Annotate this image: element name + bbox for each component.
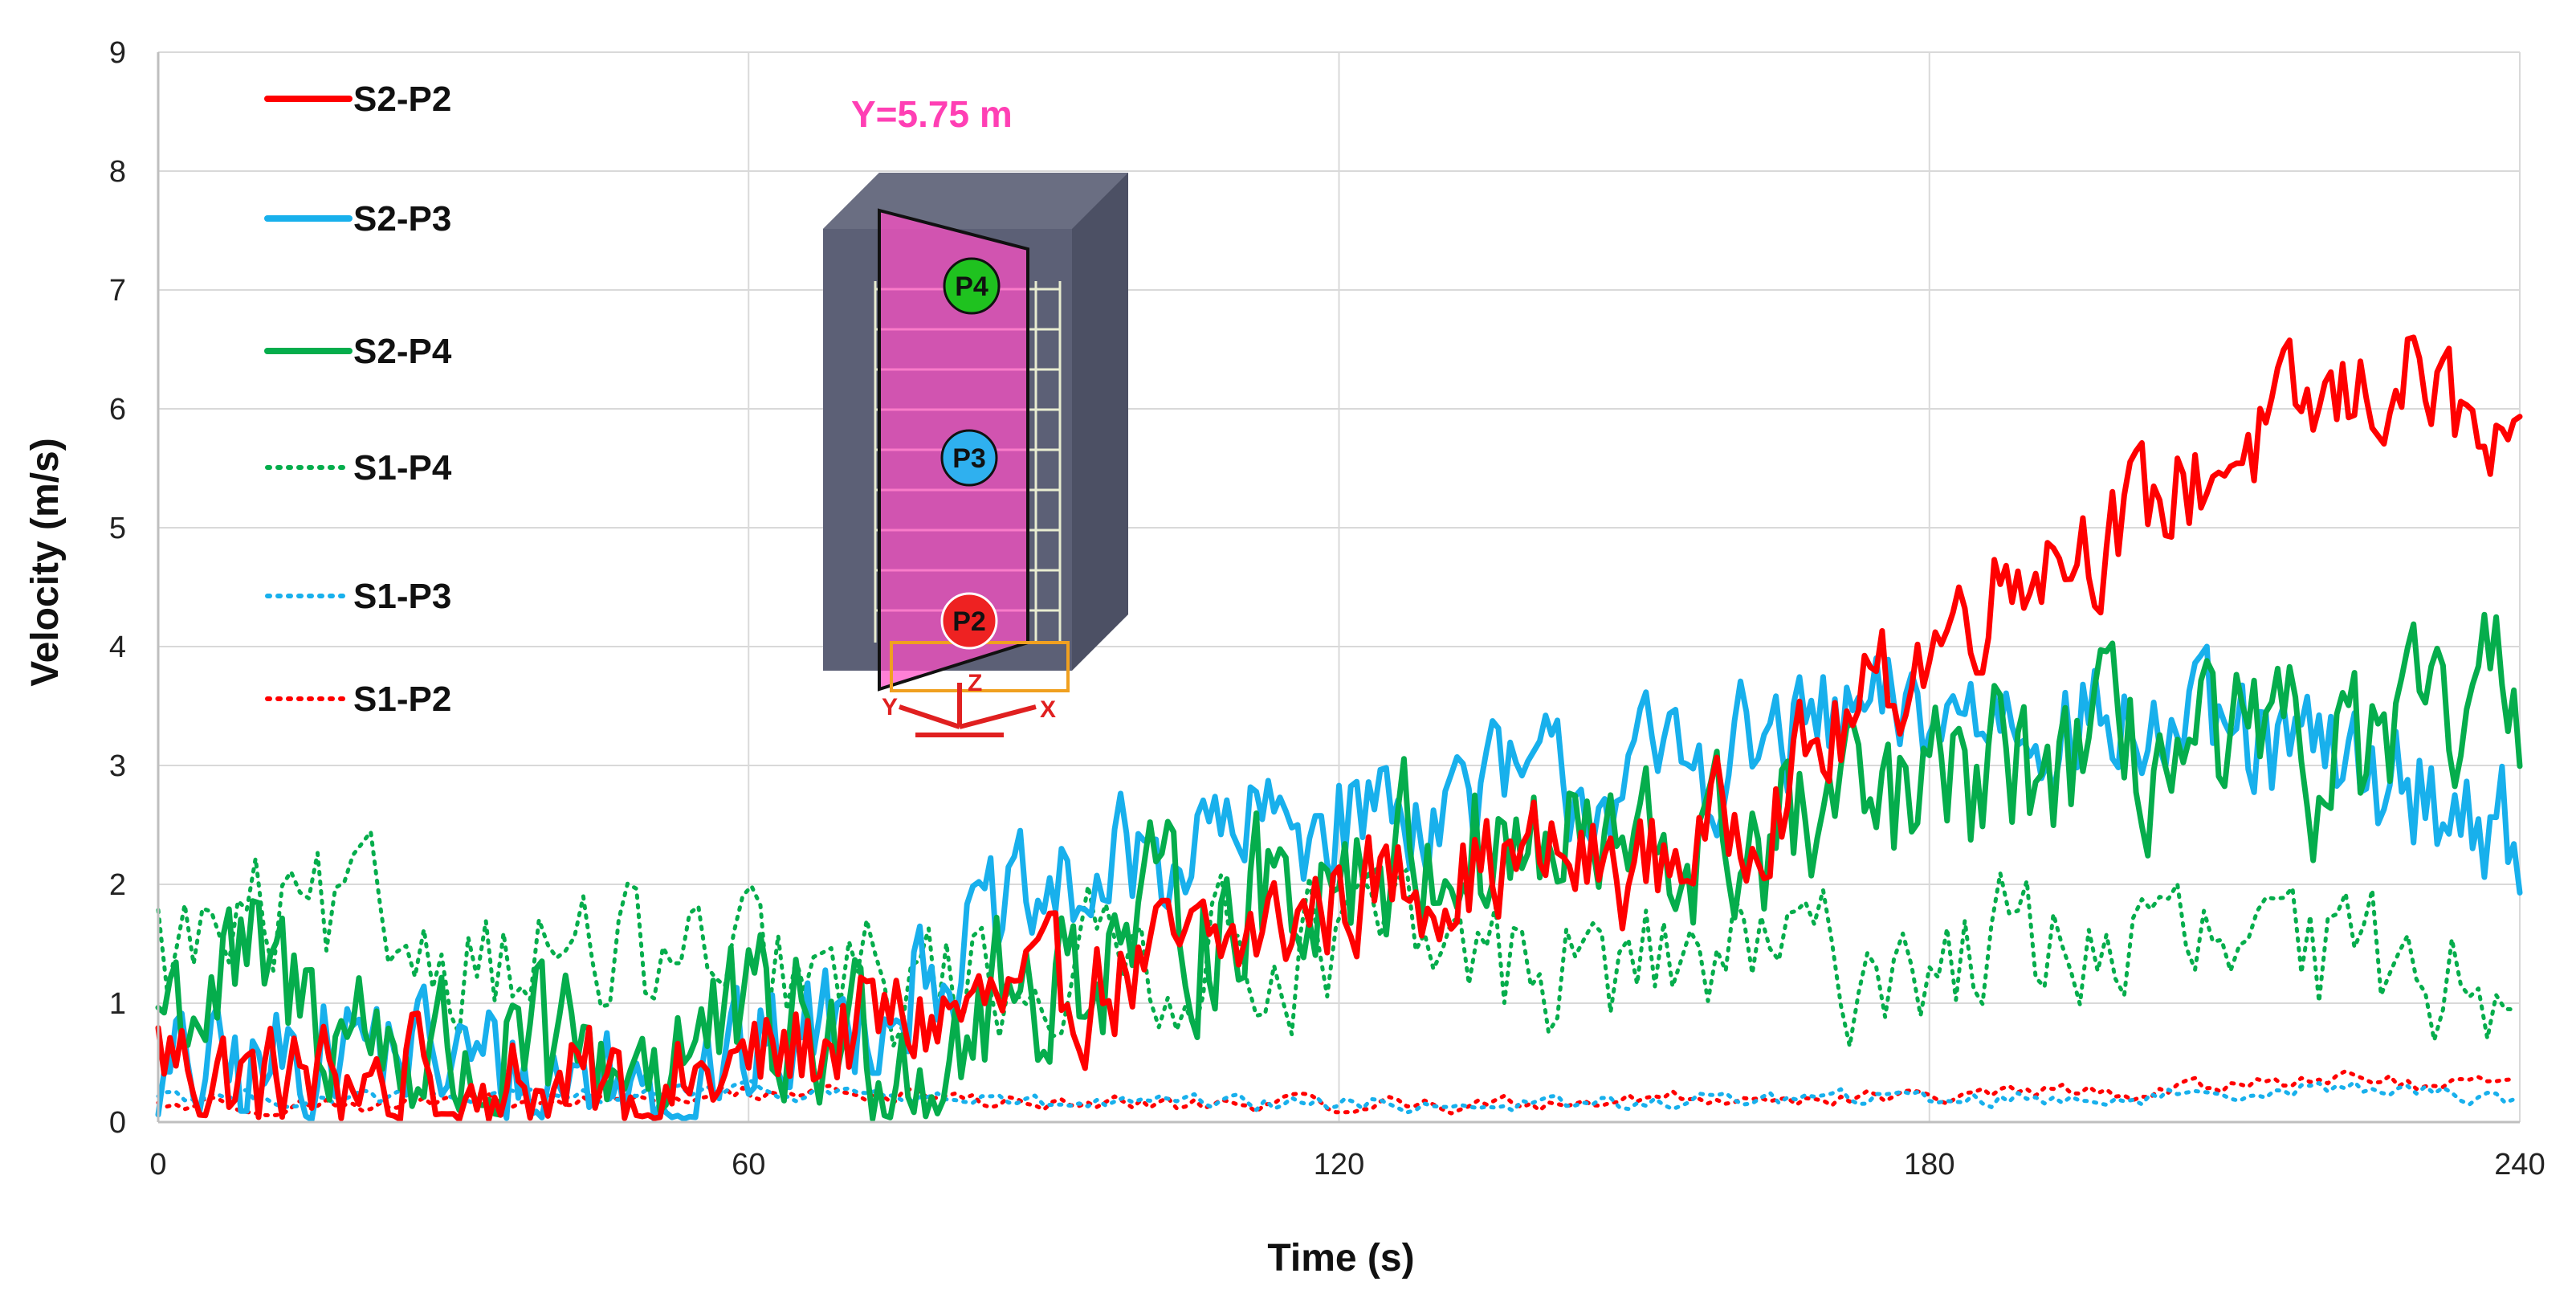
legend: S2-P2 S2-P3 S2-P4 S1-P4 S1-P3 S1-P2 <box>264 80 452 719</box>
inset-axis-z-label: Z <box>968 670 982 696</box>
x-tick-label-0: 0 <box>149 1148 166 1182</box>
legend-label-s2-p3: S2-P3 <box>353 199 451 239</box>
legend-label-s2-p4: S2-P4 <box>353 332 452 371</box>
plane-annotation: Y=5.75 m <box>851 93 1013 135</box>
legend-label-s2-p2: S2-P2 <box>353 80 451 119</box>
legend-label-s1-p4: S1-P4 <box>353 448 452 488</box>
series-layer <box>155 334 2523 1123</box>
axes: 0 1 2 3 4 5 6 7 8 9 0 60 120 180 240 <box>109 36 2545 1182</box>
inset-axis-y-label: Y <box>882 694 898 720</box>
marker-p3-icon <box>940 429 998 487</box>
marker-p4-icon <box>943 257 1001 315</box>
legend-label-s1-p3: S1-P3 <box>353 577 451 616</box>
marker-p3-label: P3 <box>952 443 986 474</box>
building-model-inset: P4 P3 P2 Y Z X <box>823 173 1128 737</box>
y-tick-label-4: 4 <box>109 631 126 664</box>
x-tick-label-240: 240 <box>2494 1148 2545 1182</box>
y-tick-label-7: 7 <box>109 274 126 308</box>
y-tick-label-8: 8 <box>109 155 126 189</box>
x-tick-label-60: 60 <box>732 1148 765 1182</box>
y-tick-label-2: 2 <box>109 868 126 902</box>
y-tick-label-1: 1 <box>109 987 126 1021</box>
x-tick-label-120: 120 <box>1314 1148 1364 1182</box>
inset-axis-x-label: X <box>1040 696 1056 723</box>
inset-axes-icon <box>899 683 1037 737</box>
x-axis-title: Time (s) <box>1267 1237 1414 1280</box>
y-tick-label-6: 6 <box>109 393 126 427</box>
series-line-s2-p2 <box>155 334 2523 1123</box>
marker-p2-icon <box>940 592 998 650</box>
x-tick-label-180: 180 <box>1904 1148 1954 1182</box>
legend-label-s1-p2: S1-P2 <box>353 680 451 719</box>
series-line-s1-p4 <box>156 830 2517 1049</box>
y-axis-title: Velocity (m/s) <box>24 438 67 686</box>
y-tick-label-5: 5 <box>109 512 126 545</box>
y-tick-label-0: 0 <box>109 1106 126 1140</box>
marker-p2-label: P2 <box>952 606 986 637</box>
y-tick-label-3: 3 <box>109 749 126 783</box>
y-tick-label-9: 9 <box>109 36 126 70</box>
marker-p4-label: P4 <box>955 271 988 302</box>
